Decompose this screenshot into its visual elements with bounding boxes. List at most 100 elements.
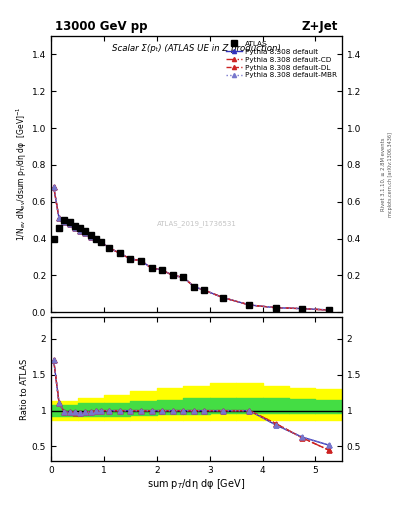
Pythia 8.308 default — [94, 236, 98, 242]
Pythia 8.308 default-DL — [128, 256, 133, 262]
Text: ATLAS_2019_I1736531: ATLAS_2019_I1736531 — [156, 221, 237, 227]
Pythia 8.308 default-CD — [139, 258, 143, 264]
ATLAS — [274, 305, 278, 311]
Pythia 8.308 default — [128, 256, 133, 262]
Pythia 8.308 default-MBR — [220, 294, 225, 301]
Pythia 8.308 default-DL — [160, 267, 165, 273]
Pythia 8.308 default-DL — [107, 245, 112, 251]
Text: 13000 GeV pp: 13000 GeV pp — [55, 20, 147, 33]
Pythia 8.308 default-MBR — [181, 274, 185, 281]
Pythia 8.308 default-CD — [57, 215, 61, 221]
Pythia 8.308 default — [160, 267, 165, 273]
Pythia 8.308 default-DL — [247, 302, 252, 308]
Pythia 8.308 default-CD — [170, 272, 175, 279]
Pythia 8.308 default-MBR — [83, 230, 88, 236]
Pythia 8.308 default-CD — [51, 184, 56, 190]
Pythia 8.308 default — [191, 284, 196, 290]
Pythia 8.308 default — [118, 250, 122, 257]
Pythia 8.308 default-DL — [67, 221, 72, 227]
Pythia 8.308 default-CD — [78, 228, 83, 234]
Pythia 8.308 default — [99, 239, 104, 245]
Pythia 8.308 default-CD — [128, 256, 133, 262]
Pythia 8.308 default — [62, 219, 67, 225]
Pythia 8.308 default-CD — [300, 306, 305, 312]
Pythia 8.308 default-CD — [247, 302, 252, 308]
Pythia 8.308 default-MBR — [99, 239, 104, 245]
Pythia 8.308 default-MBR — [57, 215, 61, 221]
Pythia 8.308 default-DL — [57, 215, 61, 221]
ATLAS — [128, 256, 133, 262]
Pythia 8.308 default-CD — [149, 265, 154, 271]
Pythia 8.308 default-DL — [149, 265, 154, 271]
Pythia 8.308 default-MBR — [247, 302, 252, 308]
Pythia 8.308 default-MBR — [67, 221, 72, 227]
ATLAS — [94, 236, 98, 242]
Pythia 8.308 default — [139, 258, 143, 264]
ATLAS — [139, 258, 143, 264]
Text: Z+Jet: Z+Jet — [301, 20, 338, 33]
ATLAS — [107, 245, 112, 251]
ATLAS — [170, 272, 175, 279]
Pythia 8.308 default-MBR — [274, 305, 278, 311]
Pythia 8.308 default-DL — [62, 219, 67, 225]
Pythia 8.308 default-MBR — [94, 236, 98, 242]
Pythia 8.308 default-CD — [99, 239, 104, 245]
ATLAS — [247, 302, 252, 308]
Legend: ATLAS, Pythia 8.308 default, Pythia 8.308 default-CD, Pythia 8.308 default-DL, P: ATLAS, Pythia 8.308 default, Pythia 8.30… — [225, 39, 338, 80]
Pythia 8.308 default-DL — [99, 239, 104, 245]
ATLAS — [118, 250, 122, 257]
Pythia 8.308 default-CD — [83, 230, 88, 236]
Pythia 8.308 default — [181, 274, 185, 281]
Pythia 8.308 default — [73, 224, 77, 230]
Pythia 8.308 default-MBR — [149, 265, 154, 271]
Pythia 8.308 default-MBR — [107, 245, 112, 251]
ATLAS — [191, 284, 196, 290]
Pythia 8.308 default-DL — [118, 250, 122, 257]
ATLAS — [51, 236, 56, 242]
Pythia 8.308 default-MBR — [170, 272, 175, 279]
Pythia 8.308 default — [300, 306, 305, 312]
ATLAS — [78, 224, 83, 230]
ATLAS — [181, 274, 185, 281]
Pythia 8.308 default — [107, 245, 112, 251]
ATLAS — [160, 267, 165, 273]
Pythia 8.308 default-MBR — [62, 219, 67, 225]
Pythia 8.308 default-MBR — [139, 258, 143, 264]
Line: Pythia 8.308 default-DL: Pythia 8.308 default-DL — [51, 184, 331, 312]
Pythia 8.308 default-DL — [220, 294, 225, 301]
Pythia 8.308 default-DL — [181, 274, 185, 281]
ATLAS — [202, 287, 207, 293]
Pythia 8.308 default — [88, 233, 93, 240]
Text: Rivet 3.1.10, ≥ 2.8M events: Rivet 3.1.10, ≥ 2.8M events — [381, 137, 386, 211]
Pythia 8.308 default — [83, 230, 88, 236]
X-axis label: sum p$_{T}$/dη dφ [GeV]: sum p$_{T}$/dη dφ [GeV] — [147, 477, 246, 492]
ATLAS — [88, 232, 93, 238]
ATLAS — [149, 265, 154, 271]
Pythia 8.308 default-CD — [181, 274, 185, 281]
Pythia 8.308 default-DL — [73, 224, 77, 230]
Pythia 8.308 default-MBR — [128, 256, 133, 262]
Line: Pythia 8.308 default-CD: Pythia 8.308 default-CD — [51, 184, 331, 312]
Pythia 8.308 default-DL — [326, 307, 331, 313]
Pythia 8.308 default-DL — [170, 272, 175, 279]
Pythia 8.308 default-CD — [326, 307, 331, 313]
Pythia 8.308 default-DL — [139, 258, 143, 264]
ATLAS — [99, 239, 104, 245]
Pythia 8.308 default-DL — [78, 228, 83, 234]
Pythia 8.308 default-CD — [94, 236, 98, 242]
ATLAS — [62, 217, 67, 223]
Pythia 8.308 default — [170, 272, 175, 279]
Pythia 8.308 default-CD — [67, 221, 72, 227]
Pythia 8.308 default-DL — [88, 233, 93, 240]
Line: Pythia 8.308 default-MBR: Pythia 8.308 default-MBR — [51, 184, 331, 312]
Pythia 8.308 default-DL — [202, 287, 207, 293]
Pythia 8.308 default-DL — [274, 305, 278, 311]
Pythia 8.308 default-CD — [107, 245, 112, 251]
Pythia 8.308 default — [247, 302, 252, 308]
ATLAS — [300, 306, 305, 312]
Pythia 8.308 default-MBR — [326, 307, 331, 313]
Pythia 8.308 default — [67, 221, 72, 227]
Pythia 8.308 default-MBR — [73, 224, 77, 230]
Pythia 8.308 default-MBR — [160, 267, 165, 273]
Pythia 8.308 default-CD — [191, 284, 196, 290]
